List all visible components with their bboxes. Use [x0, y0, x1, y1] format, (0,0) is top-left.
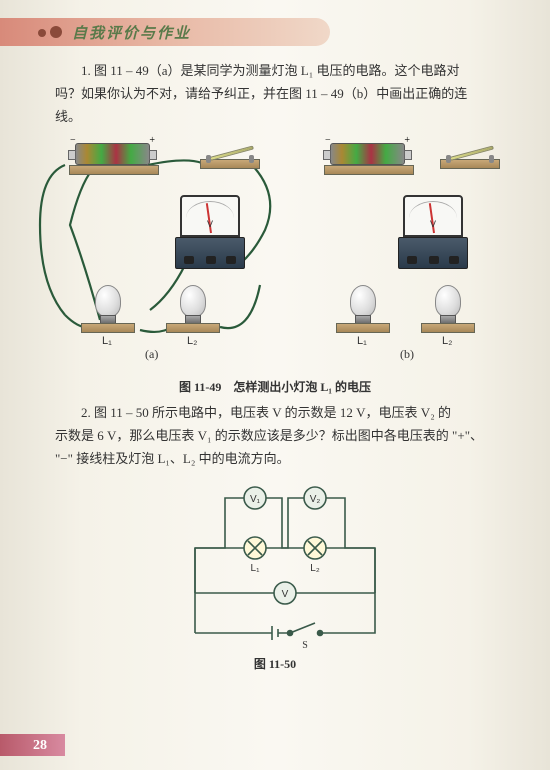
figure-11-49: − + V L₁ L₂ (a) − +	[30, 135, 520, 365]
bulb-b-l2: L₂	[435, 285, 461, 317]
p2-line2: 示数是 6 V，那么电压表 V₁ 的示数应该是多少？标出图中各电压表的 "+"、	[55, 425, 515, 448]
circuit-l2-label: L₂	[310, 563, 320, 574]
p2-line3: "−" 接线柱及灯泡 L₁、L₂ 中的电流方向。	[55, 448, 515, 471]
battery-b: − +	[330, 143, 405, 165]
circuit-l1-label: L₁	[251, 563, 261, 574]
figure-50-caption: 图 11-50	[0, 655, 550, 672]
header-dot-large	[50, 26, 62, 38]
p1-line1: 1. 图 11 – 49（a）是某同学为测量灯泡 L₁ 电压的电路。这个电路对	[55, 60, 515, 83]
bulb-a-l2: L₂	[180, 285, 206, 317]
figure-11-50-circuit: V₁ V₂ V L₁ L₂ S	[175, 478, 385, 653]
p2-line1: 2. 图 11 – 50 所示电路中，电压表 V 的示数是 12 V，电压表 V…	[55, 402, 515, 425]
header-title: 自我评价与作业	[72, 22, 191, 43]
circuit-v2-label: V₂	[310, 494, 321, 505]
p1-line2: 吗？如果你认为不对，请给予纠正，并在图 11 – 49（b）中画出正确的连	[55, 83, 515, 106]
bulb-b-l1: L₁	[350, 285, 376, 317]
figure-49-caption: 图 11-49 怎样测出小灯泡 L₁ 的电压	[0, 378, 550, 395]
voltmeter-b: V	[398, 195, 468, 270]
switch-b	[440, 159, 500, 169]
p1-line3: 线。	[55, 106, 515, 129]
battery-a: − +	[75, 143, 150, 165]
voltmeter-a: V	[175, 195, 245, 270]
problem-1-text: 1. 图 11 – 49（a）是某同学为测量灯泡 L₁ 电压的电路。这个电路对 …	[55, 60, 515, 128]
switch-a	[200, 159, 260, 169]
header-dot-small	[38, 29, 46, 37]
circuit-s-label: S	[302, 640, 308, 651]
page-number: 28	[33, 738, 47, 754]
sub-label-a: (a)	[145, 347, 158, 362]
circuit-v1-label: V₁	[250, 494, 261, 505]
sub-label-b: (b)	[400, 347, 414, 362]
circuit-v-label: V	[282, 589, 289, 600]
problem-2-text: 2. 图 11 – 50 所示电路中，电压表 V 的示数是 12 V，电压表 V…	[55, 402, 515, 470]
bulb-a-l1: L₁	[95, 285, 121, 317]
